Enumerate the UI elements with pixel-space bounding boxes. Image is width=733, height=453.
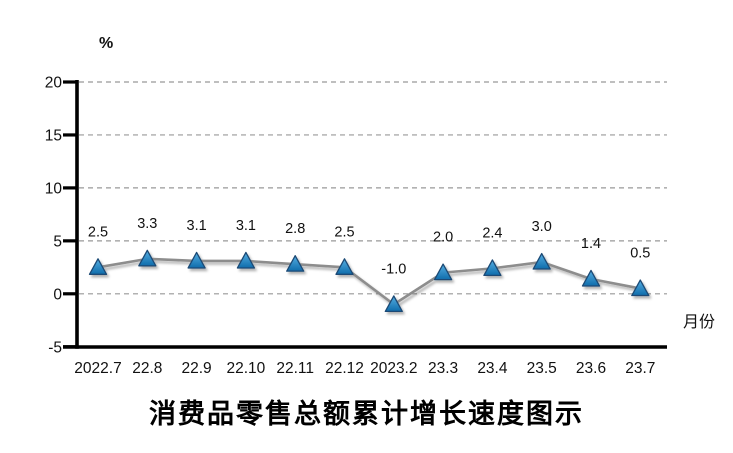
- data-marker: [433, 263, 453, 281]
- data-marker: [286, 254, 305, 272]
- x-tick-label: 22.9: [182, 360, 212, 377]
- trend-line: [97, 257, 641, 306]
- value-label: 3.3: [137, 216, 157, 232]
- x-tick-label: 22.12: [325, 360, 364, 377]
- value-label: 3.1: [187, 218, 207, 234]
- x-tick-label: 2022.7: [74, 360, 121, 377]
- data-marker: [532, 252, 551, 270]
- value-label: 3.0: [532, 219, 552, 235]
- x-tick-label: 22.10: [227, 360, 266, 377]
- y-tick-label: 15: [45, 127, 62, 144]
- value-label: 2.8: [285, 221, 305, 237]
- data-marker: [581, 269, 601, 287]
- y-tick-label: 5: [53, 233, 62, 250]
- value-label: -1.0: [381, 261, 406, 277]
- y-tick-label: -5: [48, 339, 62, 356]
- y-axis-unit-label: %: [99, 35, 114, 52]
- x-tick-label: 23.4: [477, 360, 508, 377]
- value-label: 2.5: [334, 224, 354, 240]
- value-label: 1.4: [581, 236, 601, 252]
- data-marker: [138, 249, 157, 267]
- x-tick-label: 22.8: [132, 360, 162, 377]
- value-label: 3.1: [236, 218, 256, 234]
- data-marker: [483, 259, 502, 277]
- y-tick-label: 10: [45, 180, 63, 197]
- value-label: 2.4: [482, 225, 502, 241]
- data-marker: [631, 279, 650, 297]
- x-tick-label: 2023.2: [370, 360, 417, 377]
- x-tick-label: 23.3: [428, 360, 458, 377]
- x-axis-unit-label: 月份: [683, 314, 716, 331]
- chart-title: 消费品零售总额累计增长速度图示: [149, 399, 584, 429]
- x-tick-label: 23.7: [625, 360, 655, 377]
- data-marker: [236, 251, 256, 269]
- value-label: 2.5: [88, 224, 108, 240]
- value-label: 0.5: [630, 246, 650, 262]
- data-marker: [88, 258, 108, 275]
- data-marker: [187, 251, 206, 269]
- x-tick-label: 23.6: [576, 360, 606, 377]
- data-marker: [384, 295, 403, 313]
- value-label: 2.0: [433, 230, 453, 246]
- data-marker: [335, 258, 354, 275]
- y-tick-label: 20: [45, 75, 63, 92]
- x-tick-label: 23.5: [527, 360, 557, 377]
- y-tick-label: 0: [53, 286, 62, 303]
- x-tick-label: 22.11: [276, 360, 314, 377]
